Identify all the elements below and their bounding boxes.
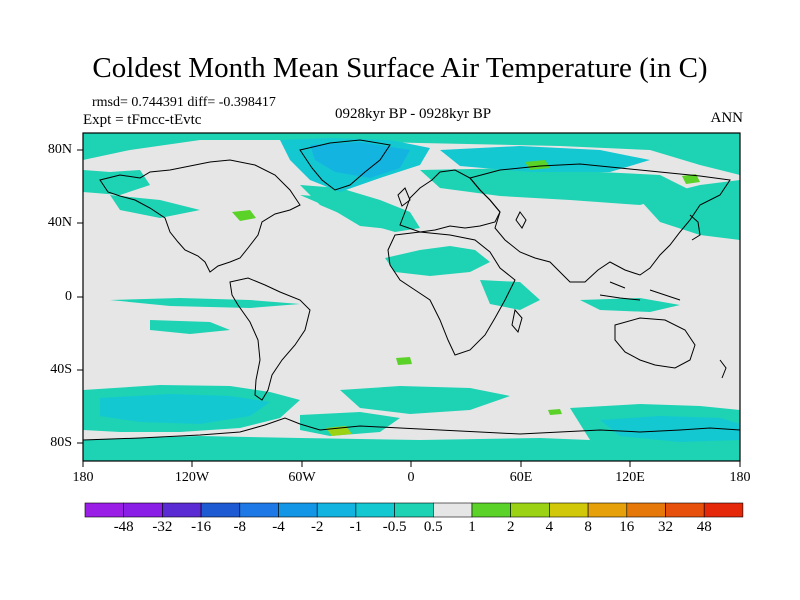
colorbar-label: 48: [696, 519, 712, 535]
coast-australia: [614, 317, 696, 369]
lat-label-80s: 80S: [50, 435, 72, 450]
colorbar-label: -0.5: [382, 519, 407, 535]
colorbar-label: -32: [152, 519, 173, 535]
period-label: 0928kyr BP - 0928kyr BP: [334, 106, 492, 122]
colorbar-box: [123, 502, 163, 518]
colorbar-box: [84, 502, 125, 518]
colorbar-label: -8: [233, 519, 247, 535]
lon-label-120w: 120W: [174, 470, 210, 485]
rmsd-value: 0.744391: [131, 95, 184, 110]
colorbar-box: [278, 502, 318, 518]
colorbar-label: 16: [619, 519, 635, 535]
colorbar-label: -16: [191, 519, 212, 535]
contour-north-band: [83, 133, 740, 230]
coast-uk: [397, 187, 411, 207]
contour-southern-ocean-pacific-deep: [100, 394, 270, 424]
season-label: ANN: [710, 110, 744, 126]
contour-warm-na: [232, 210, 256, 221]
coast-indonesia: [599, 281, 681, 301]
lat-label-40s: 40S: [50, 362, 72, 377]
lat-label-eq: 0: [65, 289, 72, 304]
coast-new-zealand: [719, 359, 727, 379]
contour-siberia: [420, 168, 690, 205]
contour-north-pacific: [640, 180, 740, 240]
colorbar-label: -4: [272, 519, 285, 535]
colorbar-label: 32: [658, 519, 673, 535]
colorbar-label: -2: [310, 519, 324, 535]
contour-southern-ocean-indian-deep: [600, 416, 740, 442]
contour-warm-south-atlantic: [396, 357, 412, 365]
coast-madagascar: [511, 308, 523, 334]
figure-title: Coldest Month Mean Surface Air Temperatu…: [92, 52, 708, 84]
coast-africa: [387, 231, 516, 356]
contour-warm-indian: [548, 409, 562, 415]
colorbar-label: 0.5: [423, 519, 443, 535]
contour-sahara: [385, 246, 490, 276]
contour-southern-ocean-atlantic: [340, 386, 510, 414]
colorbar-box: [626, 502, 666, 518]
experiment-label: Expt = tFmcc-tEvtc: [83, 112, 202, 128]
colorbar-label: -1: [349, 519, 363, 535]
colorbar-box: [703, 502, 744, 518]
contour-north-atlantic: [300, 185, 420, 232]
contour-southern-atlantic-small: [150, 320, 230, 334]
coast-antarctica: [83, 417, 740, 441]
contour-equatorial-atlantic: [110, 298, 300, 308]
contour-greenland-colder: [310, 142, 410, 178]
stats-line: rmsd= 0.744391 diff= -0.398417: [92, 95, 276, 111]
lon-label-180e: 180: [729, 470, 751, 485]
colorbar-label: -48: [113, 519, 134, 535]
coastlines: [83, 139, 740, 441]
colorbar-label: 8: [584, 519, 592, 535]
lon-label-120e: 120E: [615, 470, 645, 485]
lat-label-80n: 80N: [47, 142, 72, 157]
colorbar-box: [432, 502, 473, 518]
axis-ticks: [77, 149, 741, 467]
lon-label-60e: 60E: [509, 470, 533, 485]
colorbar-box: [200, 502, 241, 518]
coast-north-america: [99, 159, 301, 273]
contour-warm-east-asia: [682, 174, 700, 184]
lon-label-0: 0: [407, 470, 415, 485]
coast-caspian: [515, 211, 527, 229]
contour-warm-barents: [525, 160, 550, 170]
colorbar-box: [355, 502, 395, 518]
coast-asia: [469, 163, 731, 283]
colorbar-box: [471, 502, 512, 518]
diff-label: diff=: [187, 95, 216, 110]
rmsd-label: rmsd=: [92, 95, 128, 110]
colorbar-label: 4: [545, 519, 554, 535]
colorbar-box: [394, 502, 434, 518]
colorbar-box: [587, 502, 628, 518]
contour-na-west: [110, 195, 200, 218]
colorbar-box: [549, 502, 589, 518]
colorbar-box: [316, 502, 357, 518]
colorbar-label: 2: [506, 519, 515, 535]
colorbar: [84, 502, 744, 518]
contour-indonesia: [580, 298, 680, 312]
colorbar-box: [162, 502, 202, 518]
colorbar-box: [239, 502, 279, 518]
lon-label-180w: 180: [72, 470, 94, 485]
colorbar-box: [665, 502, 705, 518]
colorbar-box: [510, 502, 550, 518]
lon-label-60w: 60W: [288, 470, 316, 485]
diff-value: -0.398417: [218, 95, 276, 110]
contour-bering: [83, 170, 150, 195]
contour-east-africa: [480, 280, 540, 310]
contour-fills: [83, 133, 740, 461]
coast-south-america: [229, 277, 311, 401]
coast-japan: [689, 214, 701, 241]
coast-greenland: [299, 139, 391, 191]
lat-label-40n: 40N: [47, 215, 72, 230]
colorbar-label: 1: [468, 519, 476, 535]
contour-antarctic-interior: [83, 436, 740, 461]
